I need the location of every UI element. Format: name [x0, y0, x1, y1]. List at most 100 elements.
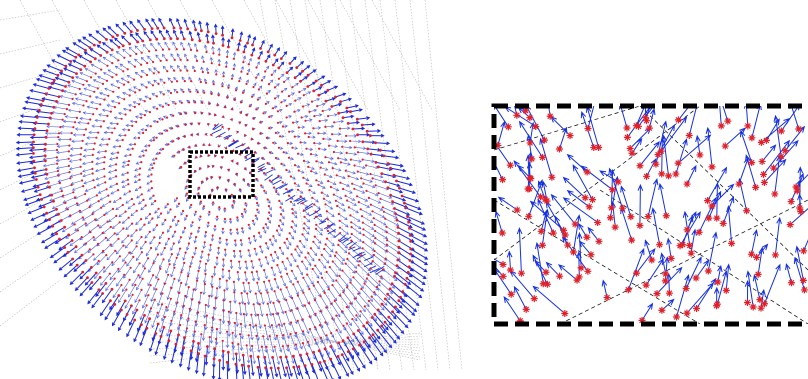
point	[339, 294, 342, 297]
point	[182, 148, 185, 151]
asterisk	[585, 203, 593, 211]
point	[167, 103, 170, 107]
point	[301, 69, 304, 73]
arrow	[336, 175, 346, 180]
arrow	[392, 311, 409, 329]
point	[238, 188, 242, 191]
point	[346, 257, 349, 261]
asterisk	[571, 220, 579, 228]
arrow	[117, 133, 126, 137]
point	[184, 294, 187, 298]
point	[293, 110, 296, 113]
arrow	[310, 248, 318, 257]
arrow	[188, 30, 193, 40]
arrow	[204, 44, 208, 53]
point	[308, 189, 311, 192]
arrow	[514, 106, 518, 116]
point	[305, 147, 308, 150]
point	[138, 178, 141, 181]
point	[68, 144, 71, 147]
arrow	[559, 126, 568, 150]
asterisk	[506, 266, 514, 274]
point	[349, 302, 352, 305]
point	[288, 130, 291, 133]
arrow	[290, 322, 298, 338]
arrow	[339, 220, 349, 228]
point	[408, 259, 412, 262]
arrow	[306, 274, 314, 285]
point	[407, 265, 411, 269]
asterisk	[643, 117, 651, 125]
point	[374, 184, 377, 187]
point	[202, 205, 205, 208]
arrow	[150, 289, 157, 302]
point	[341, 339, 345, 342]
arrow	[239, 303, 243, 317]
point	[128, 42, 132, 46]
arrow	[330, 186, 340, 192]
point	[273, 86, 277, 89]
point	[135, 308, 139, 312]
arrow	[410, 248, 429, 260]
arrow	[707, 231, 718, 272]
asterisk	[800, 247, 808, 255]
arrow	[285, 194, 296, 202]
arrow	[311, 98, 321, 102]
point	[113, 127, 116, 130]
arrow	[348, 253, 360, 263]
point	[345, 151, 348, 154]
arrow	[203, 263, 207, 273]
point	[183, 226, 186, 230]
arrow	[358, 201, 371, 208]
arrow	[223, 134, 231, 139]
point	[69, 60, 73, 63]
arrow	[372, 211, 386, 218]
point	[303, 215, 306, 218]
point	[31, 146, 35, 150]
asterisk	[683, 180, 691, 188]
point	[268, 127, 271, 130]
point	[238, 39, 242, 42]
point	[315, 215, 318, 218]
arrow	[84, 187, 95, 192]
point	[312, 240, 315, 243]
point	[150, 27, 154, 30]
point	[280, 162, 283, 165]
grid-line	[83, 0, 145, 111]
point	[196, 91, 199, 94]
point	[232, 139, 235, 142]
point	[266, 302, 269, 305]
arrow	[797, 166, 804, 209]
arrow	[330, 358, 342, 379]
point	[237, 343, 240, 346]
point	[290, 269, 293, 272]
point	[111, 207, 115, 210]
arrow	[348, 246, 356, 251]
point	[356, 329, 360, 332]
point	[233, 291, 236, 294]
arrow	[784, 125, 806, 151]
grid-line	[149, 313, 421, 355]
arrow	[91, 124, 101, 128]
point	[386, 239, 389, 242]
point	[233, 321, 236, 325]
point	[234, 239, 237, 242]
point	[130, 304, 133, 308]
point	[186, 69, 189, 72]
point	[322, 137, 325, 140]
point	[118, 145, 122, 148]
point	[361, 158, 364, 161]
arrow	[78, 55, 91, 63]
arrow	[168, 17, 175, 29]
point	[236, 48, 240, 52]
point	[126, 68, 129, 71]
point	[55, 156, 59, 159]
arrow	[135, 236, 142, 245]
arrow	[503, 296, 521, 322]
arrow	[379, 281, 394, 295]
point	[259, 132, 262, 135]
arrow	[264, 325, 270, 341]
point	[296, 280, 299, 283]
point	[281, 125, 285, 128]
point	[105, 79, 109, 82]
